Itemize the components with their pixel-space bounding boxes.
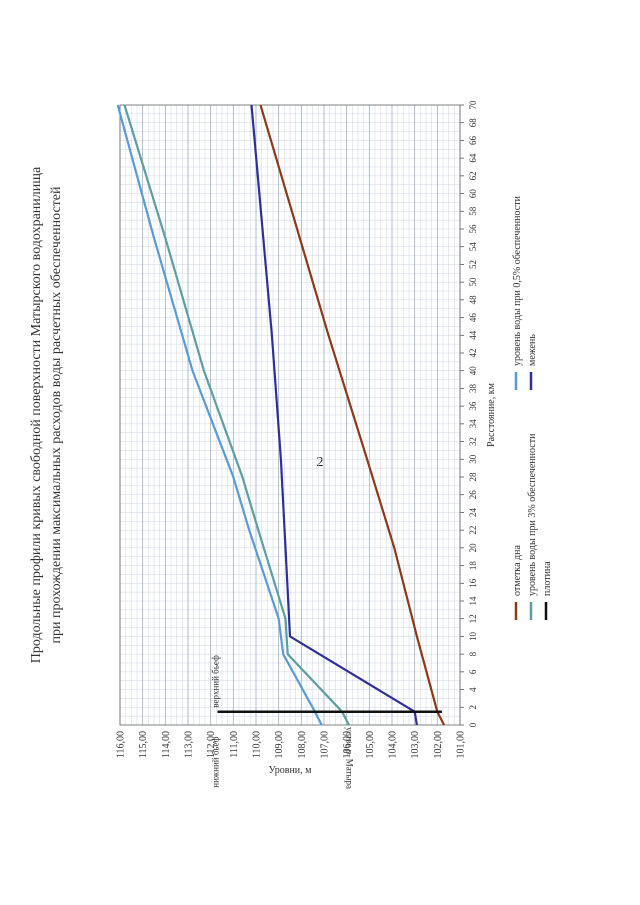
y-tick-label: 108,00 — [297, 731, 308, 759]
x-tick-label: 34 — [468, 419, 478, 429]
legend-entry: плотина — [542, 561, 553, 596]
page-number: 2 — [316, 455, 324, 470]
x-tick-label: 4 — [468, 687, 478, 692]
x-tick-label: 70 — [468, 100, 478, 110]
x-tick-label: 14 — [468, 596, 478, 606]
y-tick-label: 115,00 — [138, 731, 149, 758]
data-lines — [116, 104, 446, 726]
x-tick-label: 50 — [468, 277, 478, 287]
x-tick-label: 52 — [468, 260, 478, 269]
x-tick-label: 62 — [468, 171, 478, 180]
x-tick-label: 24 — [468, 507, 478, 517]
x-axis-label: Расстояние, км — [486, 382, 497, 447]
x-tick-label: 6 — [468, 669, 478, 674]
legend-entry: отметка дна — [512, 545, 523, 596]
x-tick-label: 10 — [468, 631, 478, 641]
y-tick-label: 106,00 — [342, 731, 353, 759]
y-tick-label: 109,00 — [274, 731, 285, 759]
x-tick-label: 42 — [468, 349, 478, 358]
series-line — [123, 104, 350, 726]
y-tick-label: 114,00 — [161, 731, 172, 758]
annotation-ustye: устье р. Матыра — [345, 727, 355, 789]
y-tick-label: 110,00 — [252, 731, 263, 758]
x-tick-label: 2 — [468, 705, 478, 710]
x-tick-label: 8 — [468, 651, 478, 656]
y-tick-label: 103,00 — [410, 731, 421, 759]
x-tick-label: 44 — [468, 330, 478, 340]
chart-title: Продольные профили кривых свободной пове… — [29, 166, 44, 663]
x-tick-label: 18 — [468, 561, 478, 571]
y-tick-label: 111,00 — [229, 731, 240, 758]
x-tick-label: 56 — [468, 224, 478, 234]
axis-labels: верхний бьеф нижний бьеф устье р. Матыра Пр… — [29, 166, 553, 789]
y-tick-label: 107,00 — [320, 731, 331, 759]
y-tick-label: 112,00 — [206, 731, 217, 758]
x-tick-label: 38 — [468, 383, 478, 393]
x-tick-label: 68 — [468, 118, 478, 128]
y-tick-label: 102,00 — [433, 731, 444, 759]
x-tick-label: 66 — [468, 135, 478, 145]
x-tick-label: 32 — [468, 437, 478, 446]
x-tick-label: 22 — [468, 526, 478, 535]
x-tick-label: 16 — [468, 578, 478, 588]
legend-entry: межень — [527, 334, 538, 366]
chart-subtitle: при прохождении максимальных расходов во… — [49, 186, 64, 644]
plot-frame — [119, 104, 461, 726]
x-tick-label: 30 — [468, 454, 478, 464]
series-line — [116, 104, 323, 726]
y-axis-label: Уровни, м — [269, 765, 313, 776]
annotation-nizhniy-bef: нижний бьеф — [211, 736, 221, 787]
x-tick-label: 28 — [468, 472, 478, 482]
x-tick-label: 0 — [468, 722, 478, 727]
y-tick-label: 116,00 — [116, 731, 127, 758]
y-tick-label: 104,00 — [388, 731, 399, 759]
annotation-verkhniy-bef: верхний бьеф — [211, 655, 221, 708]
x-tick-label: 60 — [468, 189, 478, 199]
legend-entry: уровень воды при 3% обеспеченности — [527, 433, 538, 596]
legend-entry: уровень воды при 0,5% обеспеченности — [512, 195, 523, 366]
x-tick-label: 20 — [468, 543, 478, 553]
x-tick-label: 54 — [468, 242, 478, 252]
axes: 101,00 102,00 103,00 104,00 105,00 106,00 107,… — [116, 100, 479, 759]
x-tick-label: 36 — [468, 401, 478, 411]
y-tick-label: 113,00 — [184, 731, 195, 758]
y-tick-label: 101,00 — [456, 731, 467, 759]
x-tick-label: 64 — [468, 153, 478, 163]
x-tick-label: 48 — [468, 295, 478, 305]
x-tick-label: 46 — [468, 313, 478, 323]
x-tick-label: 26 — [468, 490, 478, 500]
x-tick-label: 58 — [468, 206, 478, 216]
y-tick-label: 105,00 — [365, 731, 376, 759]
x-tick-label: 40 — [468, 366, 478, 376]
x-tick-label: 12 — [468, 614, 478, 623]
